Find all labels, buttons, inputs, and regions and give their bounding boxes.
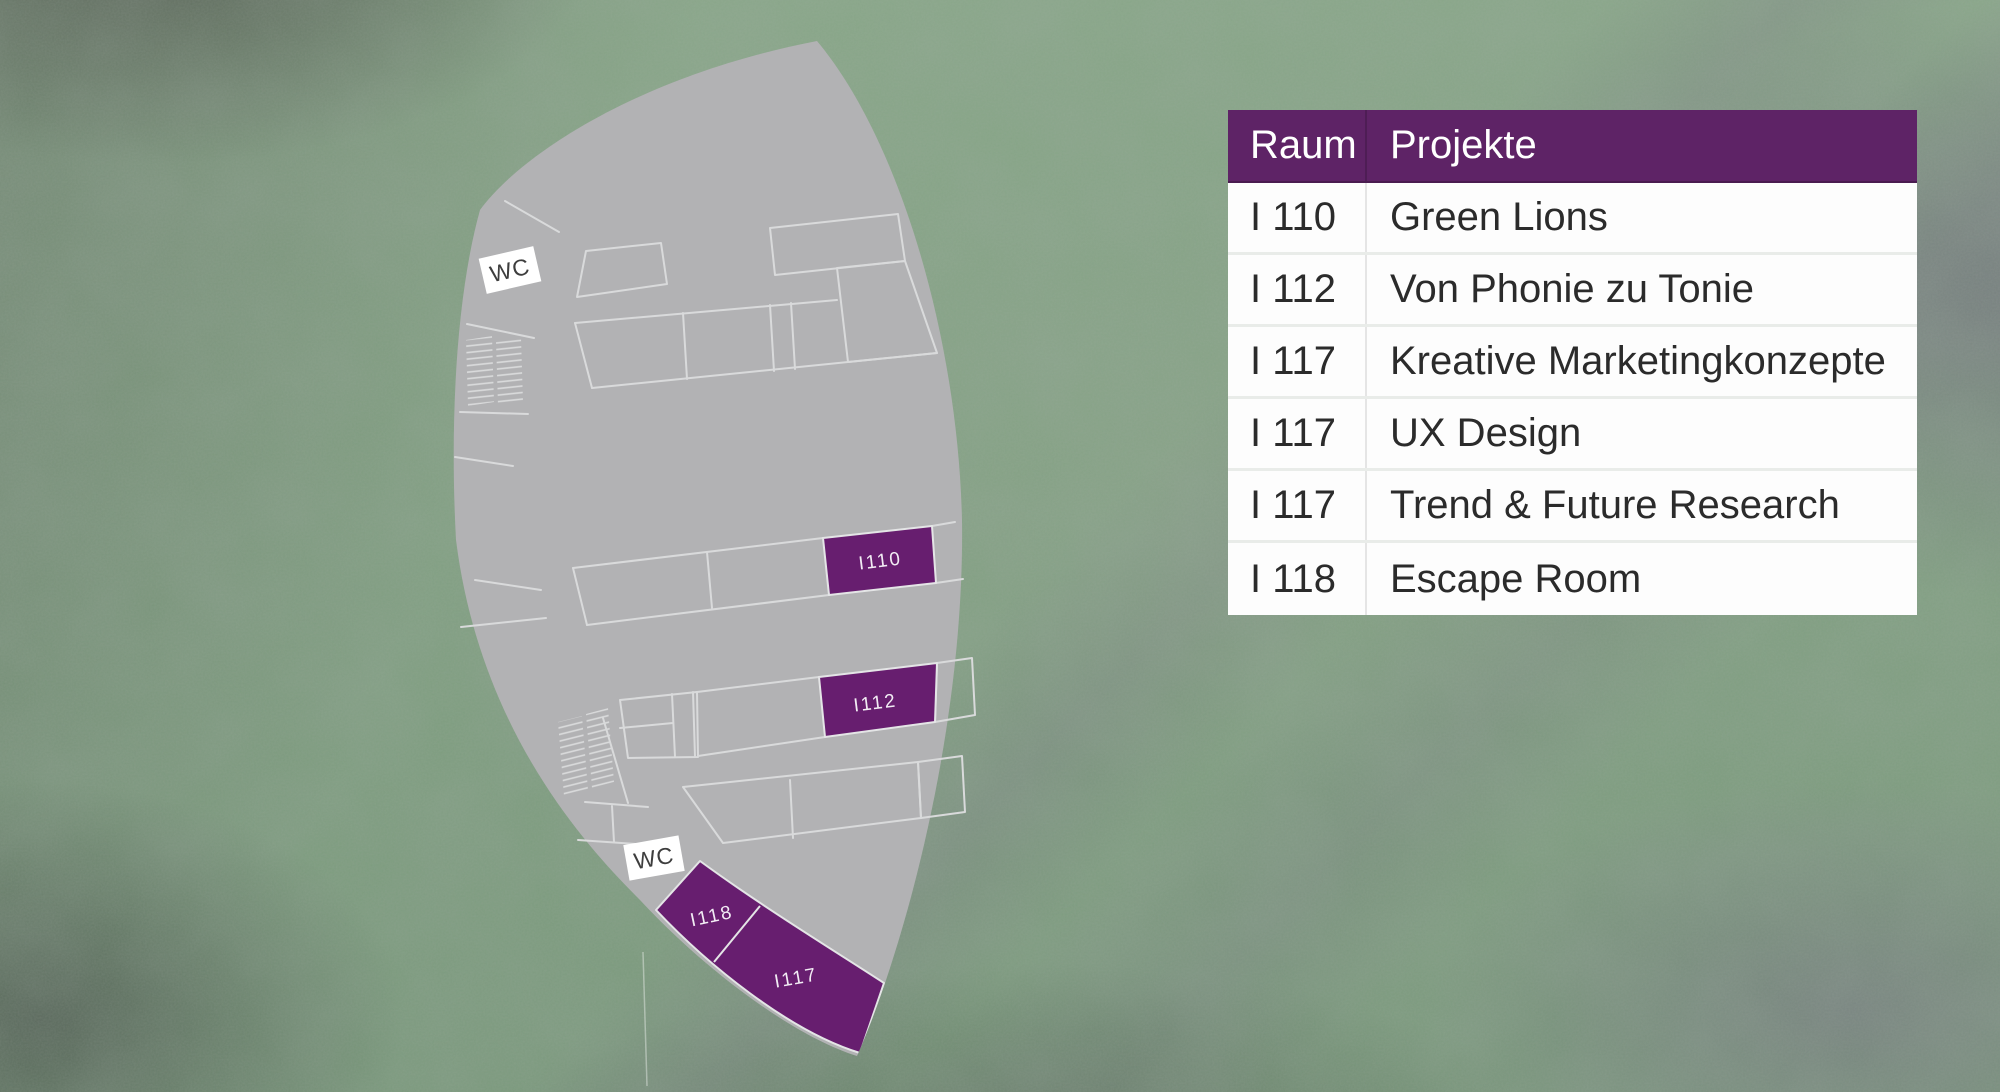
header-raum: Raum xyxy=(1228,110,1367,181)
wc-label-top: WC xyxy=(478,246,542,294)
room-i110-highlight xyxy=(822,525,937,596)
table-row: I 112 Von Phonie zu Tonie xyxy=(1228,255,1917,327)
table-header: Raum Projekte xyxy=(1228,110,1917,183)
stairs-upper xyxy=(466,336,523,406)
project-name-cell: UX Design xyxy=(1390,411,1582,455)
wc-label-bottom: WC xyxy=(623,835,685,881)
project-name-cell: Kreative Marketingkonzepte xyxy=(1390,339,1886,383)
room-labels: I110 I112 I118 I117 xyxy=(688,548,903,992)
table-row: I 110 Green Lions xyxy=(1228,183,1917,255)
table-row: I 117 Kreative Marketingkonzepte xyxy=(1228,327,1917,399)
room-number-cell: I 117 xyxy=(1228,327,1367,396)
header-projekte: Projekte xyxy=(1390,123,1537,167)
stairs-lower xyxy=(558,708,614,796)
table-body: I 110 Green Lions I 112 Von Phonie zu To… xyxy=(1228,183,1917,615)
room-divider-i118-i117 xyxy=(713,905,761,963)
room-number-cell: I 117 xyxy=(1228,471,1367,540)
room-number-cell: I 110 xyxy=(1228,183,1367,252)
project-name-cell: Trend & Future Research xyxy=(1390,483,1840,527)
room-number-cell: I 118 xyxy=(1228,543,1367,615)
project-name-cell: Escape Room xyxy=(1390,556,1642,601)
room-i112-highlight xyxy=(818,662,938,738)
room-project-table: Raum Projekte I 110 Green Lions I 112 Vo… xyxy=(1228,110,1917,615)
project-name-cell: Green Lions xyxy=(1390,195,1608,239)
interior-walls xyxy=(454,200,976,846)
table-row: I 118 Escape Room xyxy=(1228,543,1917,615)
project-name-cell: Von Phonie zu Tonie xyxy=(1390,267,1755,311)
table-row: I 117 UX Design xyxy=(1228,399,1917,471)
room-number-cell: I 112 xyxy=(1228,255,1367,324)
stray-guide-line xyxy=(642,951,648,1087)
room-number-cell: I 117 xyxy=(1228,399,1367,468)
building-outline xyxy=(453,41,963,1056)
table-row: I 117 Trend & Future Research xyxy=(1228,471,1917,543)
